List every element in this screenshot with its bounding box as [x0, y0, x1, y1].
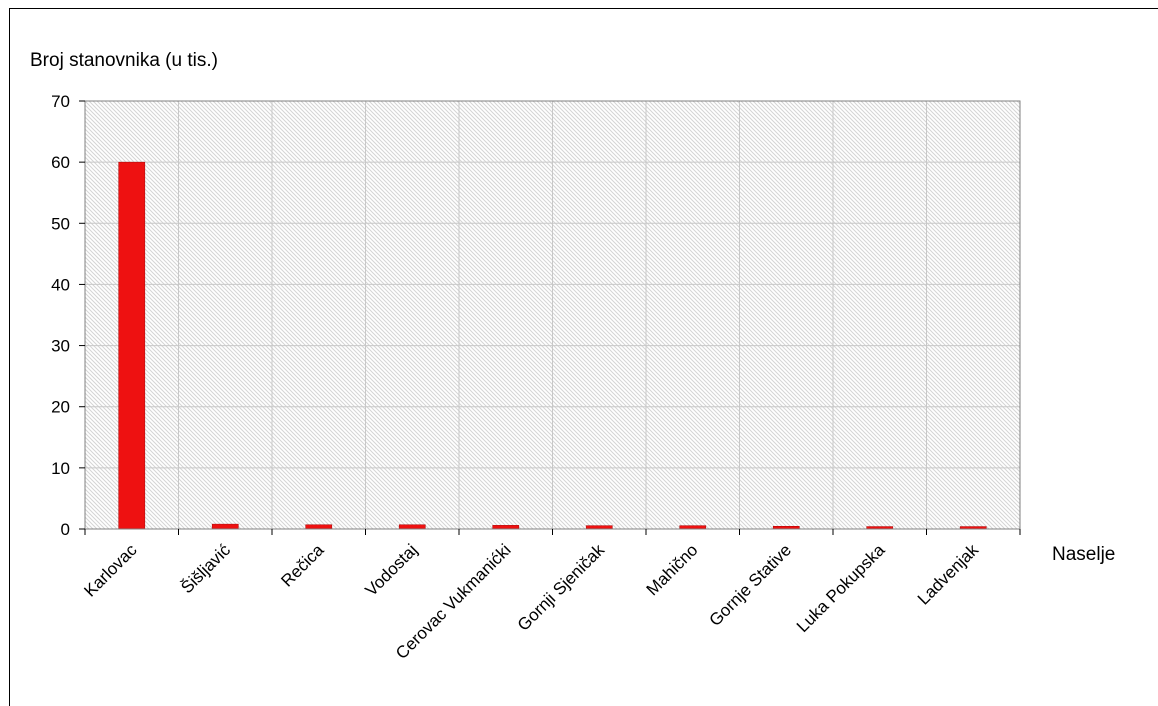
axes	[79, 100, 1021, 535]
x-tick-label: Mahično	[643, 540, 702, 599]
y-tick-label: 20	[51, 398, 70, 417]
x-tick-label: Gornji Sjeničak	[514, 540, 609, 635]
bar-2	[305, 524, 333, 530]
bars	[118, 161, 987, 530]
bar-0	[118, 161, 146, 530]
y-axis-title: Broj stanovnika (u tis.)	[30, 50, 218, 71]
y-tick-label: 0	[61, 520, 70, 539]
y-tick-label: 70	[51, 92, 70, 111]
y-tick-label: 50	[51, 214, 70, 233]
x-tick-label: Karlovac	[80, 540, 141, 601]
bar-5	[585, 525, 613, 530]
x-axis-title: Naselje	[1052, 544, 1115, 565]
y-tick-label: 30	[51, 337, 70, 356]
x-tick-label: Vodostaj	[362, 540, 422, 600]
y-tick-label: 10	[51, 459, 70, 478]
bar-4	[492, 525, 520, 530]
x-tick-label: Gornje Stative	[705, 540, 795, 630]
x-tick-label: Luka Pokupska	[793, 540, 889, 636]
y-tick-label: 40	[51, 275, 70, 294]
x-tick-label: Šišljavić	[177, 540, 234, 597]
bar-6	[679, 525, 707, 530]
bar-1	[211, 523, 239, 530]
y-tick-labels: 0 10 20 30 40 50 60 70	[51, 92, 70, 539]
x-tick-label: Rečica	[277, 540, 328, 591]
chart-frame	[9, 8, 1158, 706]
y-tick-label: 60	[51, 153, 70, 172]
x-tick-label: Ladvenjak	[914, 540, 983, 609]
bar-3	[398, 524, 426, 530]
